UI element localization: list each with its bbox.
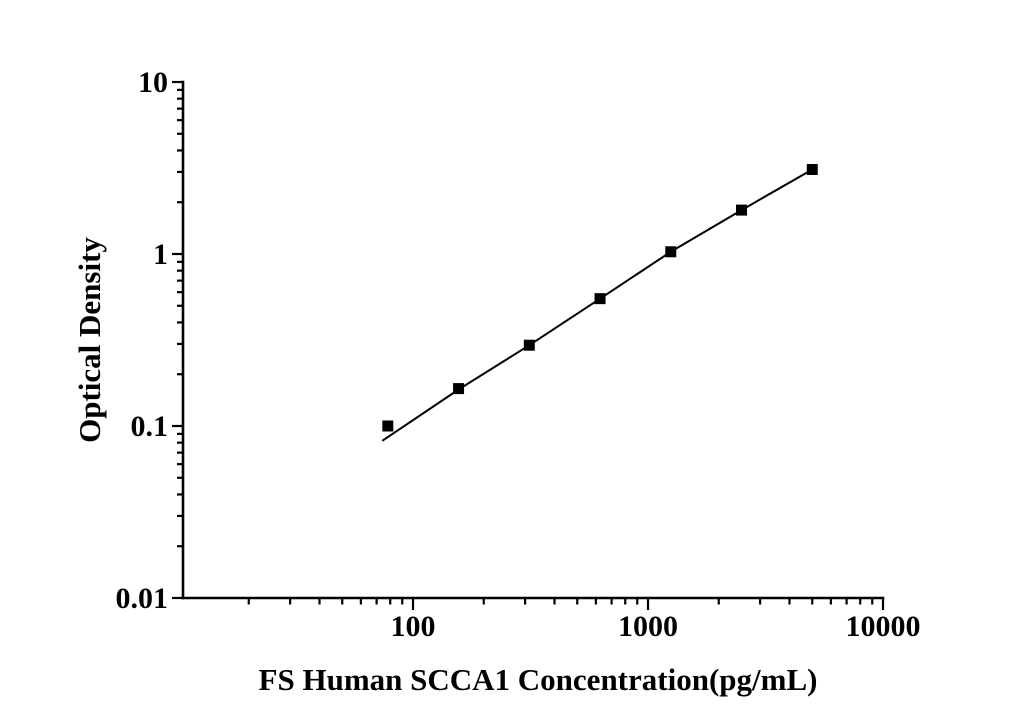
y-tick-label: 0.1: [131, 410, 169, 443]
data-point-marker: [806, 163, 818, 175]
data-point-marker: [736, 204, 748, 216]
x-tick-label: 1000: [618, 610, 678, 643]
data-point-marker: [382, 420, 394, 432]
y-tick-label: 0.01: [116, 582, 169, 615]
x-tick-label: 10000: [846, 610, 921, 643]
y-axis-title: Optical Density: [72, 237, 107, 443]
data-point-marker: [665, 246, 677, 258]
data-point-marker: [594, 293, 606, 305]
x-tick-label: 100: [391, 610, 436, 643]
data-point-marker: [453, 383, 465, 395]
y-tick-label: 10: [138, 66, 168, 99]
standard-curve-line: [381, 168, 813, 442]
y-tick-label: 1: [153, 238, 168, 271]
data-point-marker: [523, 339, 535, 351]
x-axis-title: FS Human SCCA1 Concentration(pg/mL): [259, 662, 818, 697]
